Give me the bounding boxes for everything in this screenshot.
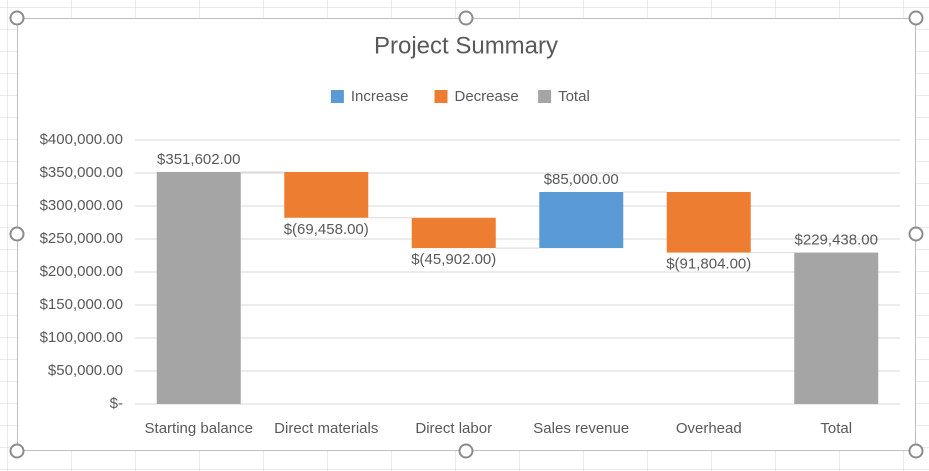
handle[interactable] (458, 443, 474, 459)
bar (284, 171, 369, 218)
x-tick-label: Overhead (676, 420, 742, 437)
y-tick-label: $200,000.00 (40, 263, 123, 280)
handle[interactable] (908, 10, 924, 26)
handle[interactable] (9, 443, 25, 459)
y-tick-label: $50,000.00 (48, 362, 123, 379)
y-tick-label: $400,000.00 (40, 131, 123, 148)
x-tick-label: Sales revenue (533, 420, 629, 437)
legend-label: Decrease (455, 88, 519, 105)
handle[interactable] (9, 226, 25, 242)
value-label: $(69,458.00) (284, 221, 369, 238)
handle[interactable] (908, 443, 924, 459)
y-tick-label: $100,000.00 (40, 329, 123, 346)
bar (666, 191, 751, 253)
x-tick-label: Direct labor (415, 420, 492, 437)
value-label: $229,438.00 (795, 232, 878, 249)
handle[interactable] (458, 10, 474, 26)
value-label: $351,602.00 (157, 151, 240, 168)
chart-title: Project Summary (374, 32, 558, 59)
x-tick-label: Total (820, 420, 852, 437)
value-label: $(45,902.00) (411, 251, 496, 268)
value-label: $85,000.00 (544, 171, 619, 188)
y-tick-label: $- (110, 395, 123, 412)
value-label: $(91,804.00) (666, 256, 751, 273)
bar (794, 252, 879, 404)
legend-label: Increase (351, 88, 409, 105)
y-tick-label: $350,000.00 (40, 164, 123, 181)
y-tick-label: $250,000.00 (40, 230, 123, 247)
plot: Increase Decrease Total $- $50,000.00 $100,00… (40, 88, 900, 437)
y-tick-label: $150,000.00 (40, 296, 123, 313)
x-tick-label: Direct materials (274, 420, 378, 437)
bar (539, 191, 624, 249)
legend-swatch (434, 90, 448, 103)
legend-swatch (538, 90, 552, 103)
bar (411, 217, 496, 249)
x-tick-label: Starting balance (145, 420, 253, 437)
handle[interactable] (908, 226, 924, 242)
bar (156, 171, 241, 404)
legend-swatch (330, 90, 344, 103)
handle[interactable] (9, 10, 25, 26)
y-tick-label: $300,000.00 (40, 197, 123, 214)
legend-label: Total (558, 88, 590, 105)
resize-handles (9, 10, 924, 459)
